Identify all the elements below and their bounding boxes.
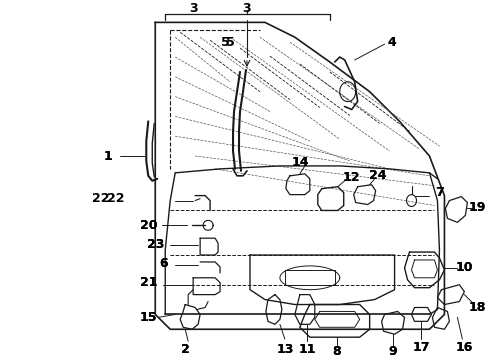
Text: 11: 11 <box>298 343 316 356</box>
Text: 5: 5 <box>226 36 234 49</box>
Text: 23: 23 <box>147 238 164 251</box>
Text: 13: 13 <box>276 343 294 356</box>
Text: 10: 10 <box>456 261 473 274</box>
Text: 11: 11 <box>298 343 316 356</box>
Text: 24: 24 <box>369 169 387 182</box>
Text: 21: 21 <box>140 276 157 289</box>
Text: 16: 16 <box>456 341 473 354</box>
Text: 21: 21 <box>140 276 157 289</box>
Text: 17: 17 <box>413 341 430 354</box>
Text: 22: 22 <box>92 192 109 205</box>
Text: 2: 2 <box>181 343 190 356</box>
Text: 12: 12 <box>343 171 361 184</box>
Text: 4: 4 <box>387 36 396 49</box>
Text: 1: 1 <box>104 149 113 162</box>
Text: 19: 19 <box>468 201 486 214</box>
Text: 20: 20 <box>140 219 157 232</box>
Text: 10: 10 <box>456 261 473 274</box>
Text: 3: 3 <box>243 2 251 15</box>
Text: 5: 5 <box>220 36 229 49</box>
Text: 15: 15 <box>140 311 157 324</box>
Text: 6: 6 <box>159 257 168 270</box>
Text: 19: 19 <box>468 201 486 214</box>
Text: 6: 6 <box>159 257 168 270</box>
Text: 2: 2 <box>181 343 190 356</box>
Text: 22: 22 <box>107 192 124 205</box>
Text: 3: 3 <box>189 2 197 15</box>
Text: 8: 8 <box>332 345 341 357</box>
Text: 15: 15 <box>140 311 157 324</box>
Text: 1: 1 <box>104 149 113 162</box>
Text: 17: 17 <box>413 341 430 354</box>
Text: 8: 8 <box>332 345 341 357</box>
Text: 13: 13 <box>276 343 294 356</box>
Text: 24: 24 <box>369 169 387 182</box>
Text: 23: 23 <box>147 238 164 251</box>
Text: 4: 4 <box>387 36 396 49</box>
Text: 7: 7 <box>435 186 444 199</box>
Text: 18: 18 <box>468 301 486 314</box>
Text: 9: 9 <box>388 345 397 357</box>
Text: 12: 12 <box>343 171 361 184</box>
Text: 14: 14 <box>291 157 309 170</box>
Text: 16: 16 <box>456 341 473 354</box>
Text: 20: 20 <box>140 219 157 232</box>
Text: 18: 18 <box>468 301 486 314</box>
Text: 14: 14 <box>291 157 309 170</box>
Text: 7: 7 <box>435 186 444 199</box>
Text: 9: 9 <box>388 345 397 357</box>
